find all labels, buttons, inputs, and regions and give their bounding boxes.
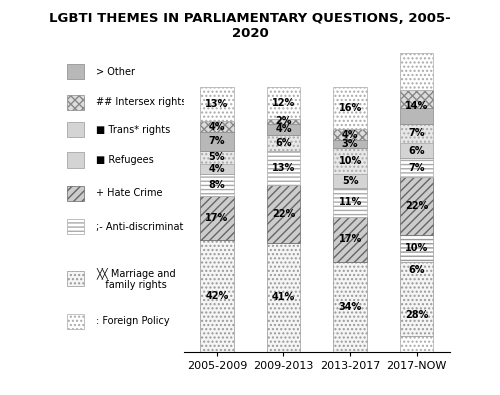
Text: 42%: 42% — [206, 291, 229, 301]
Text: 11%: 11% — [338, 197, 361, 207]
Text: 34%: 34% — [338, 302, 361, 312]
Bar — [267, 119, 300, 124]
Bar — [334, 87, 366, 130]
Bar — [267, 87, 300, 119]
Bar — [200, 132, 234, 150]
Text: 4%: 4% — [208, 122, 225, 132]
Text: 6%: 6% — [408, 265, 425, 275]
Bar — [267, 135, 300, 150]
Bar — [200, 87, 234, 121]
Text: 17%: 17% — [338, 234, 361, 244]
Text: 6%: 6% — [408, 145, 425, 156]
Bar — [400, 261, 434, 336]
Bar — [334, 130, 366, 140]
FancyBboxPatch shape — [68, 186, 84, 201]
Text: 7%: 7% — [408, 163, 425, 173]
Text: 12%: 12% — [272, 98, 295, 108]
Bar — [400, 90, 434, 108]
Text: 2%: 2% — [275, 117, 291, 126]
Text: 3%: 3% — [342, 139, 358, 149]
Bar — [400, 235, 434, 261]
Text: 14%: 14% — [405, 101, 428, 111]
Bar — [200, 174, 234, 196]
Text: 17%: 17% — [206, 213, 229, 223]
Bar — [400, 158, 434, 177]
Text: 5%: 5% — [208, 152, 225, 162]
Text: 16%: 16% — [338, 103, 361, 113]
FancyBboxPatch shape — [68, 314, 84, 329]
Bar — [200, 196, 234, 241]
FancyBboxPatch shape — [68, 271, 84, 286]
FancyBboxPatch shape — [68, 94, 84, 110]
Text: 7%: 7% — [408, 128, 425, 138]
FancyBboxPatch shape — [68, 219, 84, 235]
Text: 22%: 22% — [405, 201, 428, 211]
Text: 28%: 28% — [405, 310, 428, 320]
Text: 13%: 13% — [206, 99, 229, 109]
Bar — [400, 143, 434, 158]
Bar — [267, 124, 300, 135]
FancyBboxPatch shape — [68, 64, 84, 79]
Bar — [200, 150, 234, 164]
Text: 4%: 4% — [275, 124, 291, 134]
Text: 7%: 7% — [208, 136, 225, 146]
Bar — [334, 148, 366, 174]
Text: 8%: 8% — [208, 180, 225, 190]
Text: ;- Anti-discrimination: ;- Anti-discrimination — [96, 222, 198, 232]
Bar — [200, 121, 234, 132]
Text: ## Intersex rights: ## Intersex rights — [96, 97, 187, 107]
Bar — [334, 188, 366, 217]
Text: 10%: 10% — [338, 156, 361, 166]
Bar — [400, 336, 434, 352]
Text: LGBTI THEMES IN PARLIAMENTARY QUESTIONS, 2005-
2020: LGBTI THEMES IN PARLIAMENTARY QUESTIONS,… — [49, 12, 451, 40]
Text: 6%: 6% — [275, 137, 291, 148]
Text: 13%: 13% — [272, 163, 295, 173]
Text: 4%: 4% — [342, 130, 358, 140]
Bar — [400, 177, 434, 235]
Text: 4%: 4% — [208, 164, 225, 174]
Bar — [200, 164, 234, 174]
Text: 5%: 5% — [342, 176, 358, 186]
FancyBboxPatch shape — [68, 122, 84, 137]
Bar — [267, 150, 300, 185]
FancyBboxPatch shape — [68, 152, 84, 167]
Text: 22%: 22% — [272, 209, 295, 219]
Bar — [267, 185, 300, 243]
Bar — [200, 241, 234, 352]
Bar — [334, 217, 366, 261]
Text: ╳╳ Marriage and
   family rights: ╳╳ Marriage and family rights — [96, 267, 176, 290]
Bar — [267, 243, 300, 352]
Text: ■ Refugees: ■ Refugees — [96, 155, 154, 165]
Bar — [334, 140, 366, 148]
Bar — [400, 53, 434, 90]
Text: 41%: 41% — [272, 292, 295, 302]
Bar — [400, 108, 434, 124]
Bar — [400, 124, 434, 143]
Text: 10%: 10% — [405, 243, 428, 254]
Bar — [334, 261, 366, 352]
Text: ■ Trans* rights: ■ Trans* rights — [96, 124, 170, 135]
Bar — [334, 174, 366, 188]
Text: > Other: > Other — [96, 67, 136, 77]
Text: : Foreign Policy: : Foreign Policy — [96, 316, 170, 326]
Text: + Hate Crime: + Hate Crime — [96, 188, 163, 198]
